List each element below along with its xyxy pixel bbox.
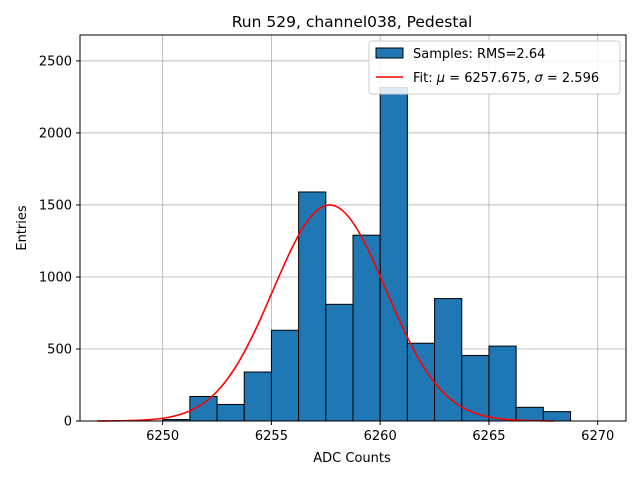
y-axis-ticks: 0 500 1000 1500 2000 2500 bbox=[39, 54, 80, 430]
histogram-bar bbox=[243, 371, 272, 422]
y-tick-label: 2500 bbox=[39, 54, 72, 69]
legend-fit-sigma-value: = 2.596 bbox=[543, 71, 599, 86]
legend-histogram-label: Samples: RMS=2.64 bbox=[413, 47, 545, 62]
x-tick-label: 6250 bbox=[146, 429, 179, 444]
y-axis-label: Entries bbox=[15, 205, 30, 251]
y-tick-label: 1500 bbox=[39, 198, 72, 213]
histogram-bar bbox=[298, 191, 327, 422]
fit-curve bbox=[97, 204, 555, 422]
legend-fit-mu-value: = 6257.675, bbox=[445, 71, 534, 86]
histogram-bar bbox=[515, 406, 544, 422]
y-tick-label: 2000 bbox=[39, 126, 72, 141]
x-tick-label: 6265 bbox=[472, 429, 505, 444]
plot-frame bbox=[79, 34, 627, 422]
chart-title: Run 529, channel038, Pedestal bbox=[232, 13, 473, 31]
legend-box bbox=[368, 40, 621, 95]
x-tick-label: 6270 bbox=[581, 429, 614, 444]
histogram-bar bbox=[542, 411, 572, 422]
histogram-bar bbox=[461, 354, 490, 422]
x-axis-label: ADC Counts bbox=[313, 451, 391, 466]
histogram-bar bbox=[406, 342, 436, 422]
y-tick-label: 0 bbox=[64, 415, 72, 430]
histogram-bars bbox=[162, 87, 572, 422]
legend: Samples: RMS=2.64 Fit: μ = 6257.675, σ =… bbox=[368, 40, 621, 95]
histogram-bar bbox=[434, 298, 463, 422]
legend-fit-mu-symbol: μ bbox=[436, 71, 445, 86]
legend-fit-label: Fit: μ = 6257.675, σ = 2.596 bbox=[413, 71, 599, 86]
histogram-bar bbox=[270, 329, 300, 422]
legend-histogram-swatch bbox=[375, 47, 404, 59]
x-axis-ticks: 6250 6255 6260 6265 6270 bbox=[146, 421, 614, 444]
x-tick-label: 6260 bbox=[364, 429, 397, 444]
histogram-bar bbox=[216, 403, 245, 422]
legend-fit-prefix: Fit: bbox=[413, 71, 437, 86]
legend-fit-sigma-symbol: σ bbox=[535, 71, 544, 86]
histogram-bar bbox=[379, 87, 408, 422]
histogram-bar bbox=[352, 234, 381, 422]
histogram-bar bbox=[488, 345, 517, 422]
histogram-bar bbox=[325, 303, 354, 422]
x-tick-label: 6255 bbox=[255, 429, 288, 444]
y-tick-label: 500 bbox=[47, 342, 72, 357]
y-tick-label: 1000 bbox=[39, 270, 72, 285]
